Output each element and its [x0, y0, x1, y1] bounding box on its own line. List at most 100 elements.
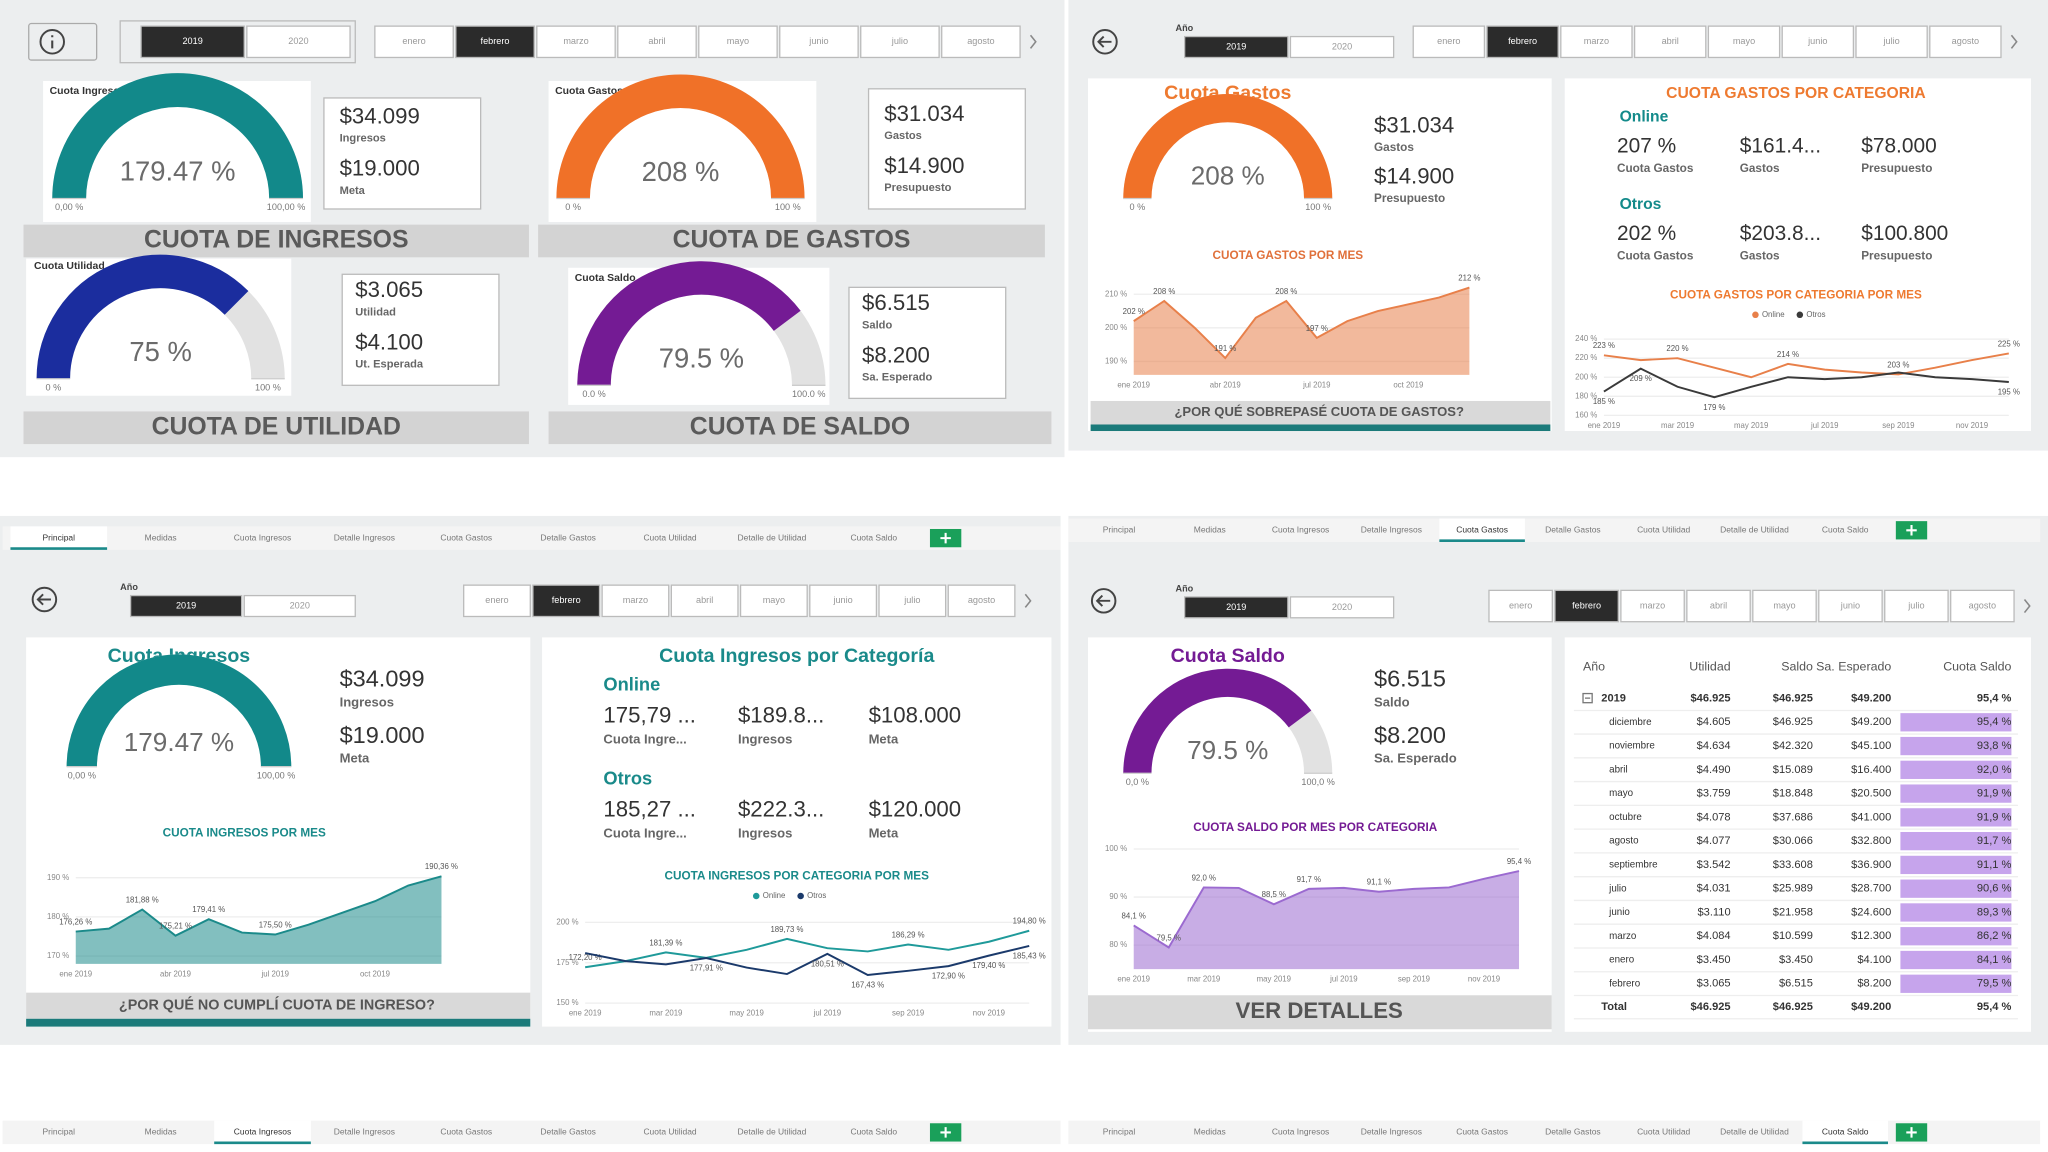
tab[interactable]: Detalle Gastos	[1545, 525, 1601, 535]
month-button[interactable]	[809, 584, 878, 618]
tab[interactable]: Detalle Gastos	[1545, 1127, 1601, 1137]
tab[interactable]: Medidas	[1194, 525, 1226, 535]
tab[interactable]: Cuota Ingresos	[1272, 525, 1329, 535]
gauge-title: Cuota Gastos	[1164, 82, 1291, 104]
month-button[interactable]	[1884, 589, 1949, 623]
month-button[interactable]	[1929, 25, 2002, 59]
month-button[interactable]	[1554, 589, 1619, 623]
back-button[interactable]	[1090, 588, 1117, 614]
tab[interactable]: Cuota Gastos	[440, 1127, 492, 1137]
month-button[interactable]	[779, 25, 859, 59]
tab[interactable]: Cuota Saldo	[850, 1127, 897, 1137]
tab[interactable]: Principal	[43, 532, 76, 542]
month-button[interactable]	[1818, 589, 1883, 623]
tab[interactable]: Cuota Saldo	[1822, 525, 1869, 535]
back-button[interactable]	[31, 586, 58, 613]
month-button[interactable]	[532, 584, 601, 618]
banner[interactable]	[1088, 995, 1552, 1030]
banner-text[interactable]: CUOTA DE UTILIDAD	[152, 413, 401, 440]
tab[interactable]: Cuota Saldo	[850, 532, 897, 542]
banner-text[interactable]: ¿POR QUÉ NO CUMPLÍ CUOTA DE INGRESO?	[119, 997, 435, 1014]
month-button[interactable]	[941, 25, 1021, 59]
month-button[interactable]	[1781, 25, 1855, 59]
month-button[interactable]	[1620, 589, 1685, 623]
tab[interactable]: Detalle Ingresos	[334, 1127, 395, 1137]
tab[interactable]: Detalle de Utilidad	[1720, 525, 1789, 535]
banner[interactable]	[26, 992, 531, 1019]
tab[interactable]: Detalle Gastos	[540, 1127, 596, 1137]
tab[interactable]: Cuota Utilidad	[1637, 1127, 1690, 1137]
banner[interactable]	[1090, 400, 1551, 425]
tab[interactable]: Detalle de Utilidad	[738, 1127, 807, 1137]
tab[interactable]: Cuota Utilidad	[643, 1127, 696, 1137]
month-button[interactable]	[1707, 25, 1781, 59]
banner-text[interactable]: CUOTA DE GASTOS	[673, 227, 911, 254]
month-button[interactable]	[455, 25, 535, 59]
tab[interactable]: Detalle de Utilidad	[1720, 1127, 1789, 1137]
tab[interactable]: Detalle Ingresos	[1361, 525, 1422, 535]
year-button[interactable]	[1289, 596, 1395, 619]
banner[interactable]	[23, 411, 529, 445]
tab[interactable]: Cuota Ingresos	[234, 1127, 291, 1137]
banner-text[interactable]: CUOTA DE SALDO	[690, 413, 910, 440]
year-button[interactable]	[129, 594, 243, 618]
tab[interactable]: Medidas	[1194, 1127, 1226, 1137]
year-button[interactable]	[243, 594, 356, 618]
tab[interactable]: Detalle de Utilidad	[738, 532, 807, 542]
month-button[interactable]	[1412, 25, 1486, 59]
tab[interactable]: Cuota Gastos	[440, 532, 492, 542]
tab[interactable]: Cuota Utilidad	[643, 532, 696, 542]
month-button[interactable]	[374, 25, 454, 59]
year-button[interactable]	[1289, 35, 1395, 59]
month-button[interactable]	[1633, 25, 1707, 59]
month-button[interactable]	[1488, 589, 1553, 623]
tab[interactable]: Principal	[1103, 525, 1136, 535]
tab[interactable]: Detalle Ingresos	[1361, 1127, 1422, 1137]
banner[interactable]	[548, 411, 1052, 445]
banner[interactable]	[538, 224, 1045, 258]
month-button[interactable]	[698, 25, 778, 59]
month-button[interactable]	[536, 25, 616, 59]
month-button[interactable]	[1752, 589, 1817, 623]
tab[interactable]: Medidas	[145, 532, 177, 542]
month-button[interactable]	[878, 584, 947, 618]
tab[interactable]: Medidas	[145, 1127, 177, 1137]
tab[interactable]: Cuota Utilidad	[1637, 525, 1690, 535]
collapse-icon[interactable]	[1582, 692, 1593, 704]
month-button[interactable]	[1486, 25, 1559, 59]
tab[interactable]: Cuota Gastos	[1456, 1127, 1508, 1137]
year-button[interactable]	[140, 25, 245, 59]
year-button[interactable]	[246, 25, 351, 59]
month-button[interactable]	[463, 584, 531, 618]
info-icon[interactable]	[39, 29, 65, 55]
banner-text[interactable]: VER DETALLES	[1236, 998, 1403, 1023]
tab[interactable]: Detalle Gastos	[540, 532, 596, 542]
month-button[interactable]	[670, 584, 739, 618]
month-button[interactable]	[601, 584, 670, 618]
year-button[interactable]	[1184, 596, 1289, 619]
month-button[interactable]	[1855, 25, 1928, 59]
next-chevron[interactable]	[1029, 34, 1037, 49]
next-chevron[interactable]	[2023, 599, 2031, 614]
tab[interactable]: Cuota Ingresos	[234, 532, 291, 542]
month-button[interactable]	[1560, 25, 1633, 59]
month-button[interactable]	[860, 25, 940, 59]
tab[interactable]: Cuota Ingresos	[1272, 1127, 1329, 1137]
month-button[interactable]	[1950, 589, 2015, 623]
tab[interactable]: Principal	[43, 1127, 76, 1137]
banner-text[interactable]: ¿POR QUÉ SOBREPASÉ CUOTA DE GASTOS?	[1174, 404, 1464, 419]
tab[interactable]: Cuota Saldo	[1822, 1127, 1869, 1137]
next-chevron[interactable]	[2010, 34, 2018, 49]
month-button[interactable]	[739, 584, 808, 618]
tab[interactable]: Cuota Gastos	[1456, 525, 1508, 535]
back-button[interactable]	[1092, 29, 1118, 55]
month-button[interactable]	[617, 25, 697, 59]
month-button[interactable]	[1686, 589, 1751, 623]
month-button[interactable]	[947, 584, 1016, 618]
banner-text[interactable]: CUOTA DE INGRESOS	[144, 227, 409, 254]
tab[interactable]: Principal	[1103, 1127, 1136, 1137]
year-button[interactable]	[1184, 35, 1289, 59]
tab[interactable]: Detalle Ingresos	[334, 532, 395, 542]
banner[interactable]	[23, 224, 529, 258]
next-chevron[interactable]	[1024, 593, 1032, 608]
